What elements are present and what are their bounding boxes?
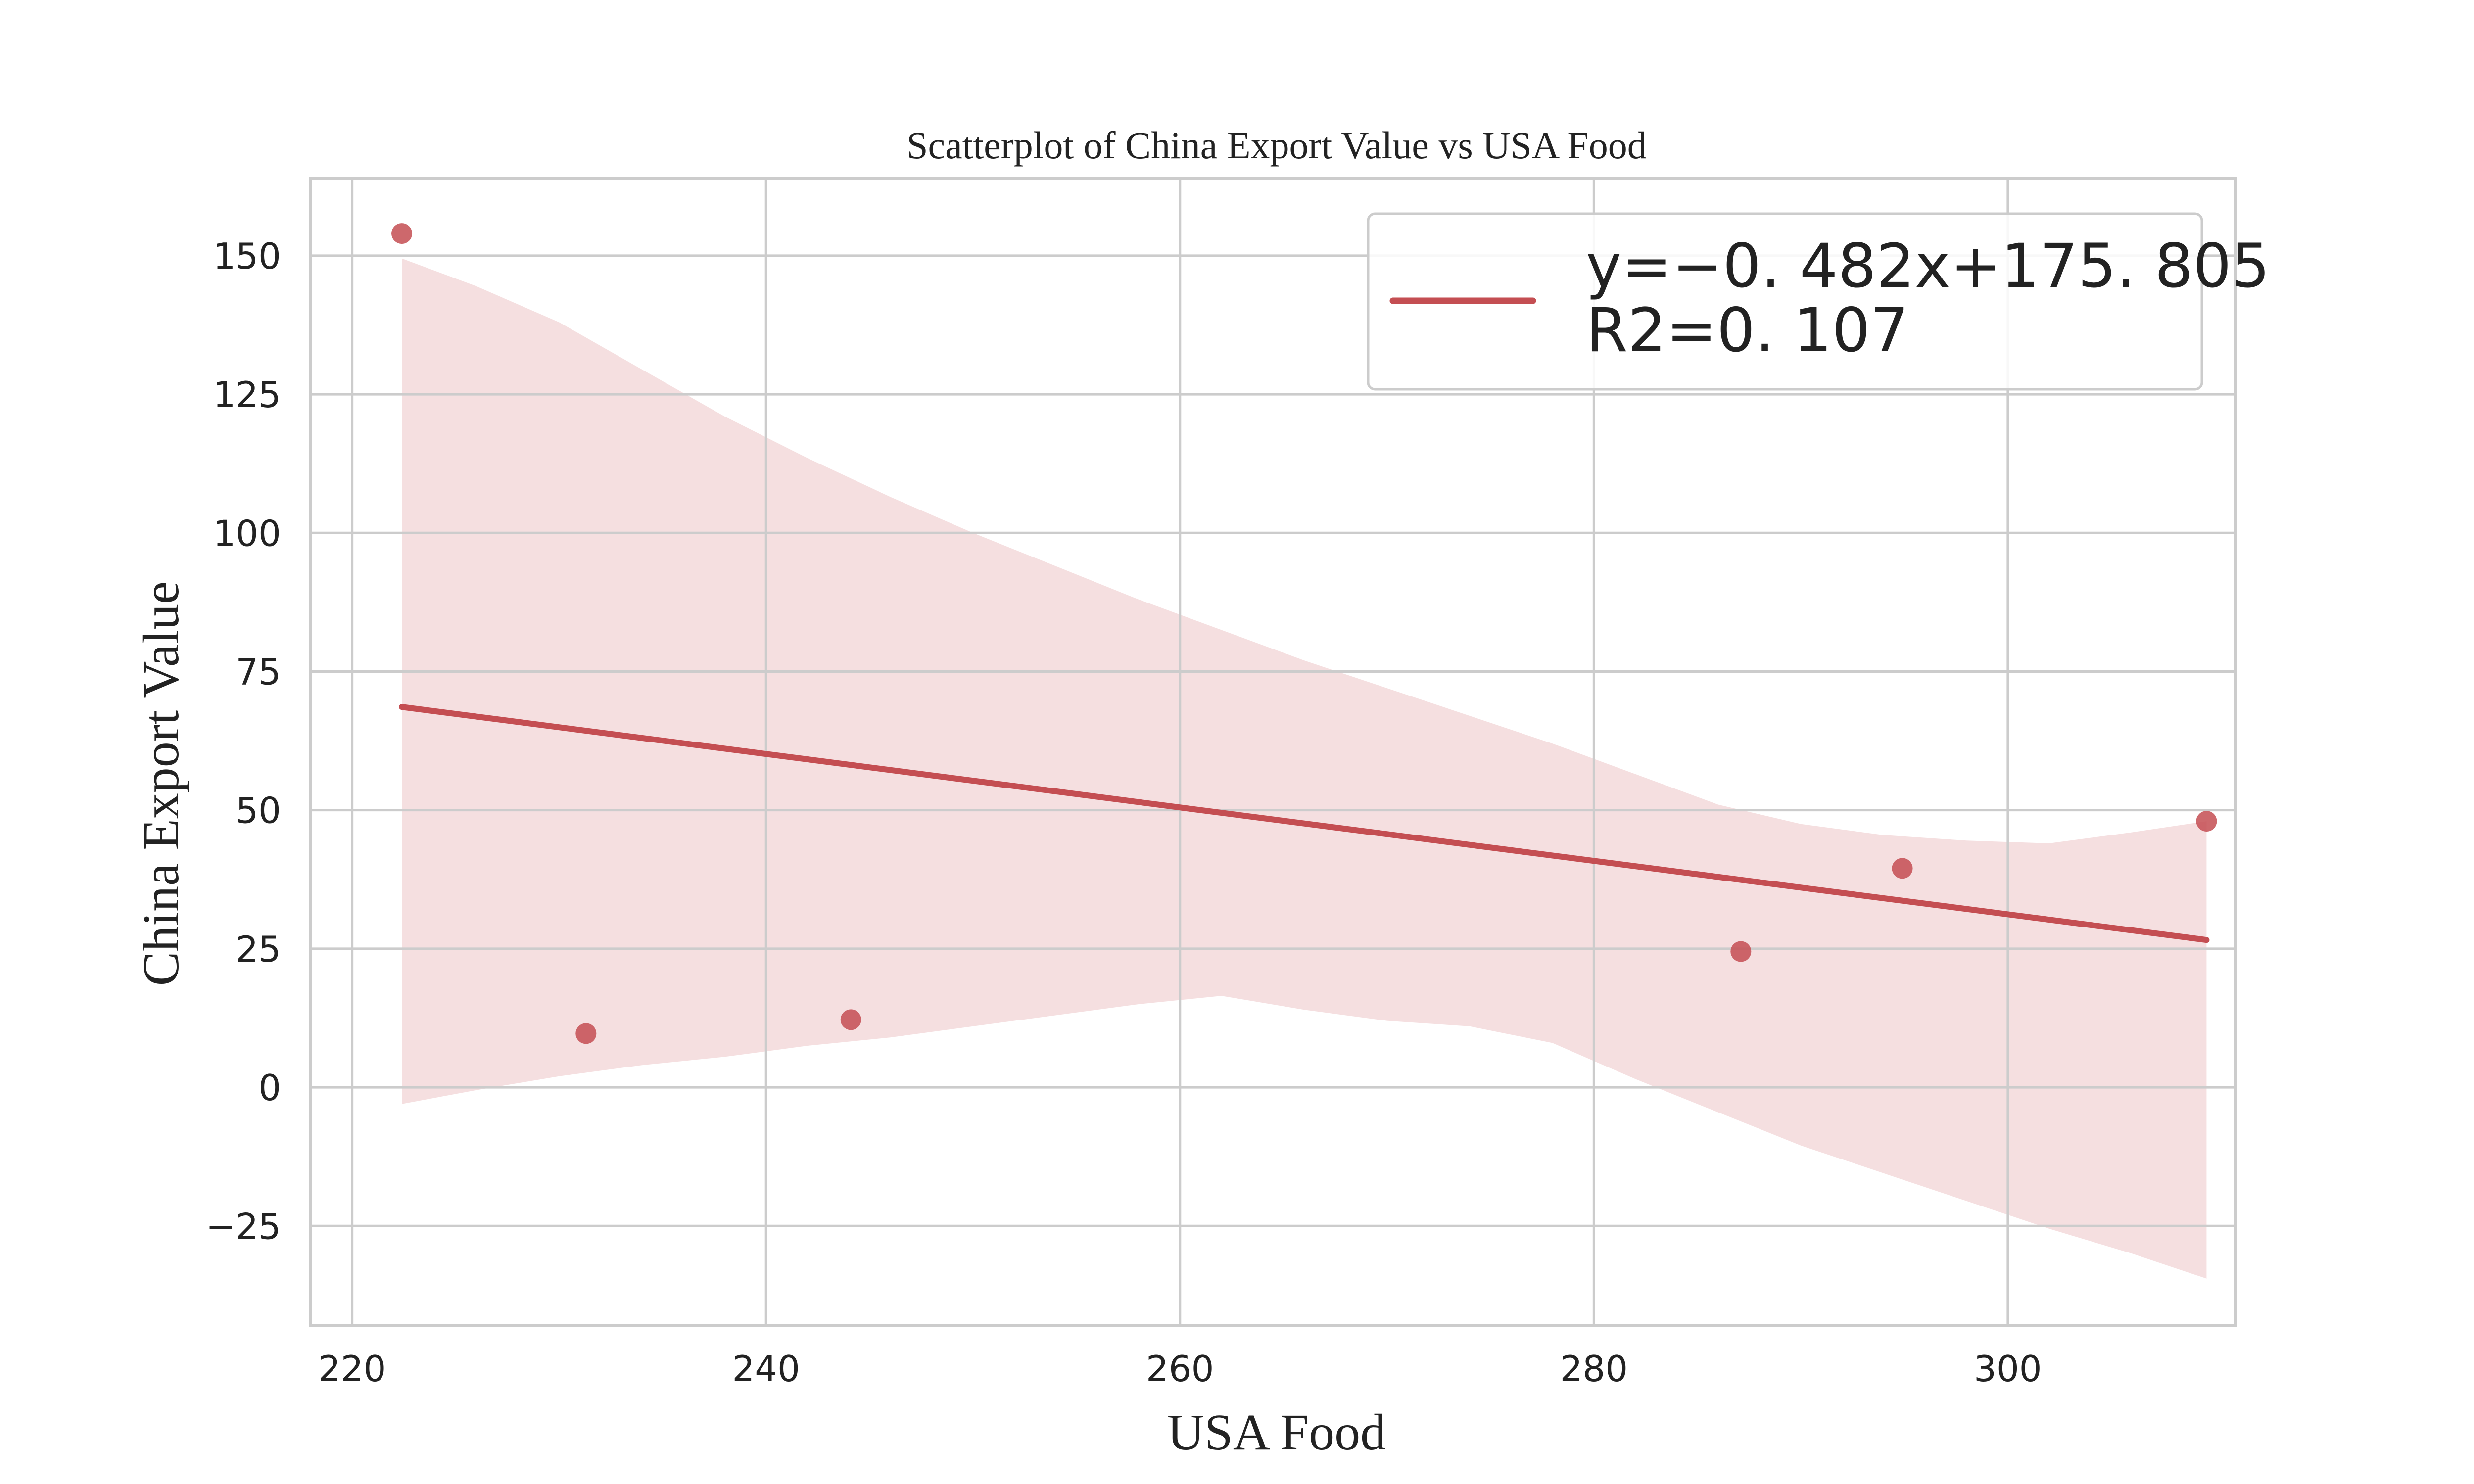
- chart-title: Scatterplot of China Export Value vs USA…: [906, 124, 1647, 167]
- scatter-point: [2196, 811, 2217, 832]
- scatter-point: [391, 223, 413, 244]
- plot-area-frame: [309, 177, 2237, 1327]
- x-tick-label: 280: [1560, 1348, 1628, 1390]
- regression-layer: [399, 704, 2210, 943]
- x-tick-label: 220: [318, 1348, 386, 1390]
- y-tick-label: 100: [213, 512, 281, 554]
- y-tick-label: 25: [236, 928, 281, 970]
- scatter-point: [1730, 941, 1752, 962]
- scatter-point: [1892, 858, 1913, 879]
- y-tick-label: 125: [213, 374, 281, 416]
- y-tick-label: 150: [213, 235, 281, 277]
- legend-equation-label: y=−0. 482x+175. 805: [1586, 231, 2270, 301]
- x-tick-label: 240: [732, 1348, 800, 1390]
- x-axis-label: USA Food: [1167, 1404, 1386, 1461]
- x-tick-label: 300: [1974, 1348, 2042, 1390]
- scatter-point: [840, 1009, 861, 1030]
- y-tick-label: −25: [206, 1206, 281, 1247]
- regression-line: [399, 704, 2210, 943]
- y-tick-label: 50: [236, 790, 281, 832]
- x-tick-label: 260: [1146, 1348, 1214, 1390]
- legend: y=−0. 482x+175. 805 R2=0. 107: [1367, 212, 2270, 391]
- grid-layer: [311, 178, 2236, 1326]
- legend-r2-label: R2=0. 107: [1586, 295, 1909, 366]
- y-tick-label: 75: [236, 651, 281, 693]
- x-axis-ticks: 220 240 260 280 300: [318, 1348, 2042, 1390]
- y-tick-label: 0: [258, 1067, 281, 1109]
- scatter-point: [575, 1023, 597, 1044]
- legend-box: [1367, 212, 2203, 391]
- y-axis-ticks: −25 0 25 50 75 100 125 150: [206, 235, 281, 1247]
- y-axis-label: China Export Value: [133, 581, 190, 986]
- points-layer: [391, 223, 2217, 1044]
